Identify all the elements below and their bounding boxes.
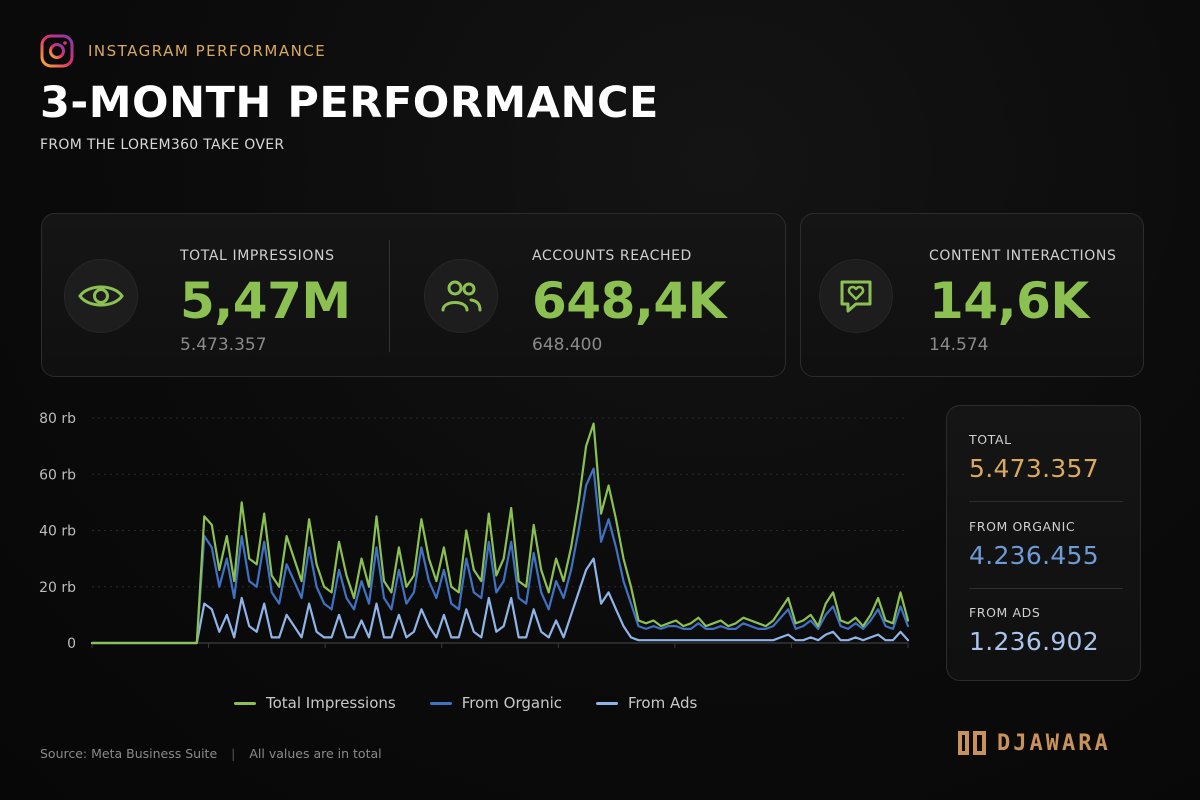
legend-swatch-ads — [596, 701, 619, 705]
kpi-divider — [389, 240, 390, 352]
kpi-card-interactions: CONTENT INTERACTIONS 14,6K 14.574 — [800, 213, 1144, 377]
eyebrow-label: INSTAGRAM PERFORMANCE — [88, 42, 327, 60]
kpi-accounts-reached: ACCOUNTS REACHED 648,4K 648.400 — [402, 214, 782, 378]
y-tick-label: 20 rb — [39, 580, 76, 596]
kpi-label: TOTAL IMPRESSIONS — [180, 248, 335, 264]
kpi-label: CONTENT INTERACTIONS — [929, 248, 1117, 264]
total-value: 5.473.357 — [969, 454, 1099, 483]
ads-label: FROM ADS — [969, 605, 1041, 620]
chart-legend: Total Impressions From Organic From Ads — [234, 694, 697, 712]
kpi-subvalue: 14.574 — [929, 335, 989, 355]
y-tick-label: 60 rb — [39, 467, 76, 483]
y-tick-label: 40 rb — [39, 524, 76, 540]
kpi-value: 5,47M — [180, 272, 351, 330]
source-note: Source: Meta Business Suite — [40, 746, 218, 761]
brand-name: DJAWARA — [997, 730, 1111, 756]
kpi-card-impressions-reach: TOTAL IMPRESSIONS 5,47M 5.473.357 ACCOUN… — [41, 213, 786, 377]
brand-logo: DJAWARA — [955, 728, 1111, 758]
eye-icon — [64, 259, 138, 333]
instagram-icon — [40, 34, 74, 68]
chart-svg: 0 20 rb 40 rb 60 rb 80 rb — [39, 411, 910, 652]
totals-card: TOTAL 5.473.357 FROM ORGANIC 4.236.455 F… — [946, 405, 1141, 681]
kpi-total-impressions: TOTAL IMPRESSIONS 5,47M 5.473.357 — [42, 214, 390, 378]
series-line-organic — [90, 467, 910, 645]
page-title: 3-MONTH PERFORMANCE — [40, 78, 659, 128]
values-note: All values are in total — [249, 746, 382, 761]
totals-divider — [969, 588, 1123, 589]
legend-label: Total Impressions — [266, 694, 396, 712]
legend-item-total: Total Impressions — [234, 694, 396, 712]
users-icon — [424, 259, 498, 333]
kpi-label: ACCOUNTS REACHED — [532, 248, 692, 264]
kpi-subvalue: 648.400 — [532, 335, 603, 355]
legend-label: From Organic — [461, 694, 563, 712]
page-subtitle: FROM THE LOREM360 TAKE OVER — [40, 137, 285, 153]
kpi-value: 648,4K — [532, 272, 726, 330]
totals-divider — [969, 501, 1123, 502]
total-label: TOTAL — [969, 432, 1012, 447]
kpi-content-interactions: CONTENT INTERACTIONS 14,6K 14.574 — [801, 214, 1145, 378]
y-tick-label: 0 — [67, 636, 76, 652]
series-line-total — [90, 422, 910, 645]
organic-value: 4.236.455 — [969, 541, 1099, 570]
y-tick-label: 80 rb — [39, 411, 76, 427]
legend-item-organic: From Organic — [429, 694, 563, 712]
kpi-value: 14,6K — [929, 272, 1089, 330]
footer-separator: | — [231, 746, 236, 761]
header: INSTAGRAM PERFORMANCE 3-MONTH PERFORMANC… — [40, 34, 659, 153]
impressions-line-chart: 0 20 rb 40 rb 60 rb 80 rb — [30, 400, 920, 660]
legend-swatch-total — [234, 701, 256, 705]
organic-label: FROM ORGANIC — [969, 519, 1076, 534]
kpi-subvalue: 5.473.357 — [180, 335, 267, 355]
brand-mark-icon — [958, 731, 986, 755]
legend-swatch-organic — [429, 701, 452, 705]
ads-value: 1.236.902 — [969, 627, 1099, 656]
series-line-ads — [90, 557, 910, 645]
legend-item-ads: From Ads — [596, 694, 697, 712]
footer: Source: Meta Business Suite | All values… — [40, 746, 382, 761]
legend-label: From Ads — [628, 694, 698, 712]
heart-chat-icon — [819, 259, 893, 333]
